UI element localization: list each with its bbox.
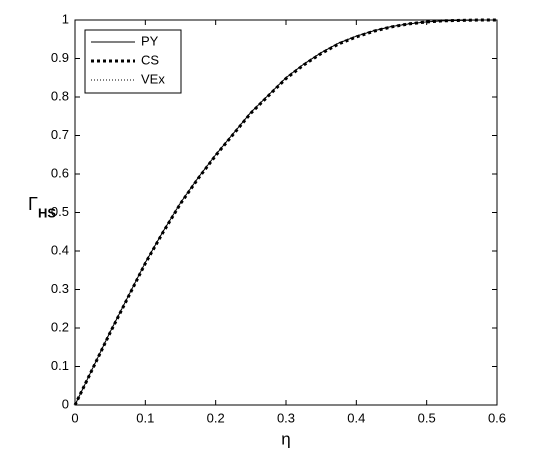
y-tick-label: 0.7 xyxy=(51,127,69,142)
x-tick-label: 0.4 xyxy=(347,410,365,425)
x-tick-label: 0.6 xyxy=(488,410,506,425)
y-tick-label: 0.3 xyxy=(51,281,69,296)
x-tick-label: 0.3 xyxy=(277,410,295,425)
legend-label: PY xyxy=(141,33,159,48)
y-axis-label-subscript: HS xyxy=(38,205,56,220)
x-axis-label: η xyxy=(281,429,290,448)
y-tick-label: 0 xyxy=(62,396,69,411)
y-tick-label: 0.1 xyxy=(51,358,69,373)
y-tick-label: 0.2 xyxy=(51,319,69,334)
series-line xyxy=(74,19,497,406)
y-tick-label: 1 xyxy=(62,11,69,26)
x-tick-label: 0.5 xyxy=(418,410,436,425)
y-tick-label: 0.4 xyxy=(51,242,69,257)
legend-label: VEx xyxy=(141,71,165,86)
y-tick-label: 0.6 xyxy=(51,165,69,180)
y-tick-label: 0.8 xyxy=(51,88,69,103)
x-tick-label: 0.1 xyxy=(136,410,154,425)
series-line xyxy=(73,18,497,406)
y-tick-label: 0.5 xyxy=(51,204,69,219)
x-tick-label: 0 xyxy=(71,410,78,425)
x-tick-label: 0.2 xyxy=(207,410,225,425)
y-tick-label: 0.9 xyxy=(51,50,69,65)
legend-label: CS xyxy=(141,52,159,67)
y-axis-label: Γ xyxy=(28,194,38,214)
